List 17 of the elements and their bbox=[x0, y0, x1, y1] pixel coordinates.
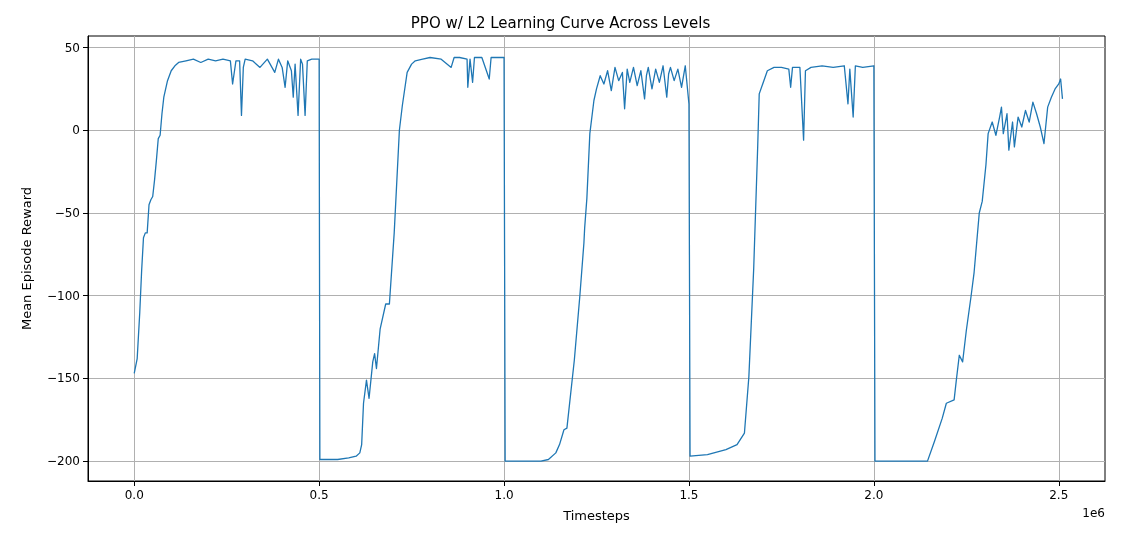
x-axis-title: Timesteps bbox=[562, 508, 631, 523]
text: 1e6 bbox=[1082, 506, 1105, 520]
x-tick-label: 2.5 bbox=[1049, 488, 1069, 502]
y-tick-label: −200 bbox=[47, 454, 80, 469]
line-series bbox=[133, 56, 1064, 462]
y-tick-label: −100 bbox=[47, 288, 80, 303]
x-tick-label: 1.5 bbox=[679, 488, 699, 502]
x-tick-label: 1.0 bbox=[494, 488, 514, 502]
y-tick-label: −50 bbox=[54, 206, 80, 221]
x-tick-label: 0.0 bbox=[124, 488, 144, 502]
y-tick-label: −150 bbox=[47, 371, 80, 386]
x-tick-label: 2.0 bbox=[864, 488, 884, 502]
y-axis-title: Mean Episode Reward bbox=[19, 186, 34, 331]
y-tick-label: 0 bbox=[72, 123, 80, 138]
y-tick-label: 50 bbox=[64, 40, 80, 55]
x-tick-label: 0.5 bbox=[309, 488, 329, 502]
chart-title: PPO w/ L2 Learning Curve Across Levels bbox=[410, 13, 711, 32]
